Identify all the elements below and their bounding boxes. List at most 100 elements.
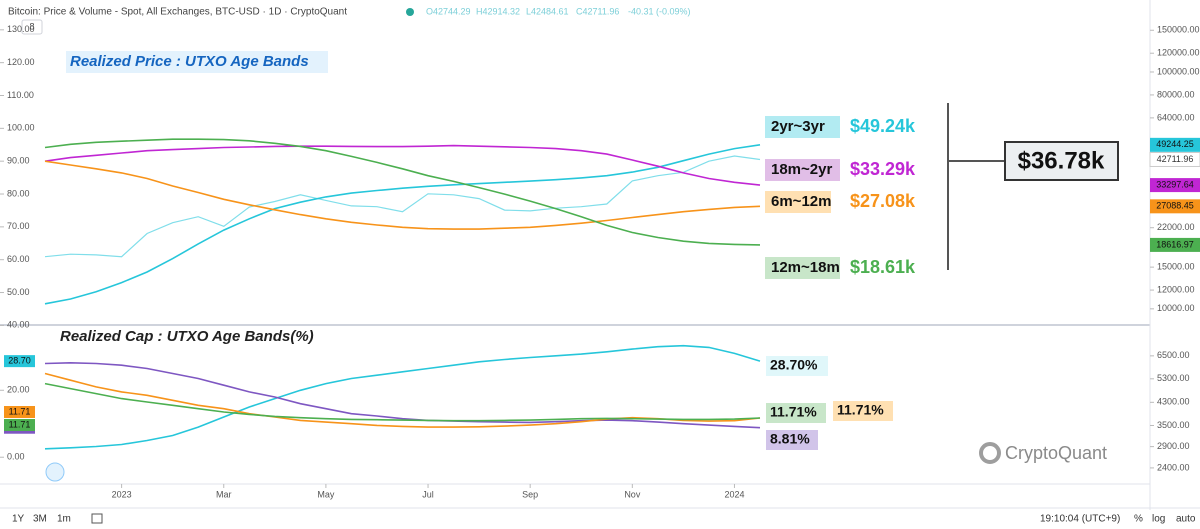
- y2-tick-label: 80000.00: [1157, 89, 1195, 99]
- range-button[interactable]: 3M: [33, 514, 47, 525]
- y2-tick-label: 3500.00: [1157, 420, 1190, 430]
- range-button[interactable]: 1Y: [12, 514, 25, 525]
- x-tick-label: 2024: [724, 489, 744, 499]
- x-tick-label: Nov: [624, 489, 641, 499]
- calendar-icon[interactable]: [91, 513, 103, 524]
- scale-option[interactable]: auto: [1176, 514, 1196, 525]
- y2-tick-label: 4300.00: [1157, 397, 1190, 407]
- price-badge: [1150, 137, 1200, 152]
- series-line: [44, 344, 761, 450]
- y2-tick-label: 15000.00: [1157, 261, 1195, 271]
- value-badge-label: 28.70: [8, 356, 31, 366]
- series-line: [44, 155, 761, 258]
- annotation: $36.78k: [1018, 147, 1105, 174]
- legend-box: [765, 116, 840, 138]
- ohlc-low: L42484.61: [526, 6, 569, 16]
- value-badge-label: 11.71: [9, 419, 31, 429]
- value-label: $33.29k: [850, 159, 916, 179]
- y-tick-label: 80.00: [7, 188, 30, 198]
- y-tick-label: 130.00: [7, 24, 35, 34]
- legend-label: 6m~12m: [771, 193, 831, 210]
- pane-title: Realized Price : UTXO Age Bands: [70, 53, 309, 70]
- pane-title: Realized Cap : UTXO Age Bands(%): [60, 328, 314, 345]
- y2-tick-label: 2900.00: [1157, 441, 1190, 451]
- y2-tick-label: 5300.00: [1157, 373, 1190, 383]
- x-tick-label: Jul: [422, 489, 434, 499]
- y-tick-label: 0.00: [7, 452, 25, 462]
- series-line: [44, 144, 761, 305]
- y2-tick-label: 2400.00: [1157, 462, 1190, 472]
- watermark-logo: [979, 442, 1001, 464]
- series-line: [44, 361, 761, 429]
- y-tick-label: 110.00: [7, 90, 34, 100]
- y2-tick-label: 6500.00: [1157, 350, 1190, 360]
- series-line: [44, 144, 761, 186]
- value-badge: [4, 419, 35, 432]
- header-title: Bitcoin: Price & Volume - Spot, All Exch…: [8, 7, 347, 18]
- annotation-box: [1004, 141, 1119, 181]
- value-label-box: [766, 430, 818, 450]
- value-label-box: [766, 403, 826, 423]
- y2-tick-label: 64000.00: [1157, 112, 1195, 122]
- value-label-box: [766, 356, 828, 376]
- value-label: 28.70%: [770, 357, 818, 373]
- scale-option[interactable]: log: [1152, 514, 1165, 525]
- series-line: [44, 138, 761, 246]
- y-tick-label: 100.00: [7, 123, 35, 133]
- value-label: 11.71%: [837, 402, 884, 418]
- value-label: $27.08k: [850, 191, 916, 211]
- value-label: 8.81%: [770, 431, 810, 447]
- series-line: [44, 382, 761, 422]
- scale-option[interactable]: %: [1134, 514, 1143, 525]
- y2-tick-label: 120000.00: [1157, 48, 1200, 58]
- y2-tick-label: 150000.00: [1157, 25, 1200, 35]
- price-badge: [1150, 199, 1200, 214]
- ohlc-change: -40.31 (-0.09%): [628, 6, 691, 16]
- y-tick-label: 40.00: [7, 320, 30, 330]
- price-badge-label: 33297.64: [1156, 179, 1194, 189]
- value-label: 11.71%: [770, 404, 817, 420]
- clock: 19:10:04 (UTC+9): [1040, 514, 1120, 525]
- y-tick-label: 20.00: [7, 385, 30, 395]
- ohlc-high: H42914.32: [476, 6, 520, 16]
- ohlc-close: C42711.96: [576, 6, 619, 16]
- y-tick-label: 70.00: [7, 221, 30, 231]
- value-label: $49.24k: [850, 116, 916, 136]
- legend-box: [765, 159, 840, 181]
- price-badge-label: 49244.25: [1156, 139, 1194, 149]
- x-tick-label: 2023: [112, 489, 132, 499]
- legend-box: [765, 191, 831, 213]
- value-badge: [4, 406, 35, 419]
- legend-box: [765, 257, 840, 279]
- status-dot: [406, 8, 414, 16]
- x-tick-label: May: [317, 489, 335, 499]
- price-badge-label: 42711.96: [1157, 154, 1194, 164]
- pane-icon[interactable]: [45, 462, 65, 482]
- y2-tick-label: 100000.00: [1157, 66, 1200, 76]
- x-tick-label: Sep: [522, 489, 538, 499]
- legend-label: 18m~2yr: [771, 161, 832, 178]
- price-badge-label: 18616.97: [1156, 239, 1194, 249]
- y-tick-label: 50.00: [7, 287, 30, 297]
- indicator-count[interactable]: 8: [29, 21, 34, 31]
- value-label: $18.61k: [850, 257, 916, 277]
- ohlc-open: O42744.29: [426, 6, 471, 16]
- y2-tick-label: 12000.00: [1157, 284, 1195, 294]
- y-tick-label: 90.00: [7, 156, 30, 166]
- value-badge: [4, 355, 35, 368]
- legend-label: 12m~18m: [771, 259, 840, 276]
- price-badge: [1150, 178, 1200, 193]
- pane-title-bg: [66, 51, 328, 73]
- value-label-box: [833, 401, 893, 421]
- y-tick-label: 120.00: [7, 57, 35, 67]
- price-badge: [1150, 237, 1200, 252]
- indicator-toggle[interactable]: [21, 19, 43, 35]
- y2-tick-label: 22000.00: [1157, 222, 1195, 232]
- y2-tick-label: 10000.00: [1157, 303, 1195, 313]
- x-tick-label: Mar: [216, 489, 232, 499]
- series-line: [44, 160, 761, 230]
- range-button[interactable]: 1m: [57, 514, 71, 525]
